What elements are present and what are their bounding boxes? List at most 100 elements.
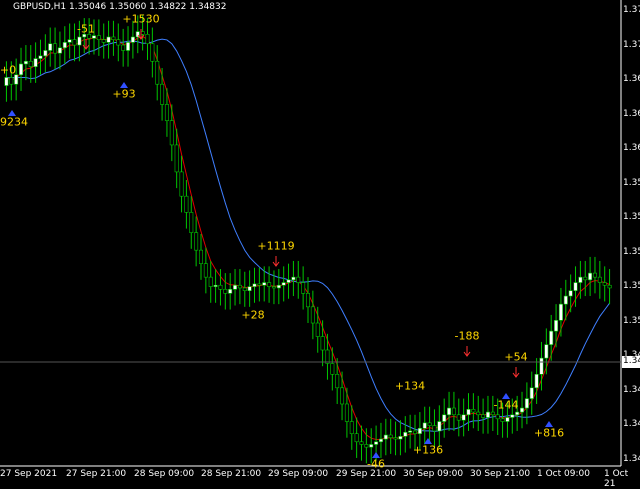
candle-body <box>422 422 427 429</box>
candle-body <box>223 288 228 294</box>
candle-body <box>485 411 490 418</box>
candle-body <box>442 414 447 422</box>
signal-label: -9234 <box>0 115 28 129</box>
candle-body <box>208 276 213 287</box>
candle-body <box>276 284 281 289</box>
candles-layer <box>4 15 612 464</box>
buy-arrow-icon <box>372 452 380 458</box>
candle-body <box>150 43 155 62</box>
candle-body <box>281 282 286 286</box>
candle-body <box>408 430 413 433</box>
blue-moving-average-line <box>6 38 610 432</box>
candle-body <box>96 35 101 40</box>
candle-body <box>28 60 33 67</box>
candle-body <box>160 83 165 105</box>
candle-body <box>126 42 131 51</box>
candle-body <box>495 414 500 420</box>
sell-arrow-icon <box>512 367 520 378</box>
candle-body <box>340 387 345 405</box>
candle-body <box>213 284 218 287</box>
candle-body <box>237 284 242 289</box>
red-moving-average-line <box>6 36 610 440</box>
candle-body <box>116 39 121 46</box>
candle-body <box>524 398 529 409</box>
candle-body <box>262 282 267 286</box>
buy-arrow-icon <box>120 82 128 88</box>
candle-body <box>602 282 607 286</box>
time-axis-label: 29 Sep 21:00 <box>336 469 397 479</box>
signal-label: +93 <box>112 87 136 101</box>
candle-body <box>218 284 223 290</box>
price-axis-label: 1.34 <box>623 453 640 464</box>
candle-body <box>349 421 354 434</box>
candle-body <box>330 363 335 375</box>
candle-body <box>466 409 471 416</box>
candle-body <box>67 39 72 43</box>
price-axis-label: 1.35 <box>623 212 640 222</box>
candle-body <box>198 249 203 264</box>
candle-body <box>374 441 379 445</box>
candle-body <box>145 33 150 45</box>
current-price-value: 1.34 <box>623 356 640 366</box>
candle-body <box>184 195 189 213</box>
candle-body <box>82 33 87 38</box>
price-axis-label: 1.35 <box>623 177 640 188</box>
candle-body <box>19 63 24 76</box>
candle-body <box>398 436 403 440</box>
candle-body <box>549 330 554 345</box>
candle-body <box>413 430 418 434</box>
time-axis-label: 30 Sep 09:00 <box>403 469 464 479</box>
sell-arrow-icon <box>272 256 280 267</box>
candle-body <box>607 284 612 289</box>
candle-body <box>505 417 510 422</box>
candle-body <box>354 433 359 443</box>
candle-body <box>427 422 432 426</box>
candle-body <box>393 437 398 440</box>
candle-body <box>189 212 194 233</box>
candle-body <box>515 411 520 416</box>
candle-body <box>583 276 588 281</box>
candle-body <box>164 104 169 121</box>
candle-body <box>461 414 466 421</box>
candle-body <box>33 58 38 67</box>
price-axis-label: 1.35 <box>623 281 640 291</box>
candle-body <box>359 441 364 445</box>
candle-body <box>169 120 174 146</box>
price-axis-label: 1.36 <box>623 74 640 84</box>
signal-label: +1530 <box>122 12 160 26</box>
price-axis-label: 1.37 <box>623 5 640 15</box>
candle-body <box>305 293 311 308</box>
time-axis-label: 1 Oct 09:00 <box>537 469 590 479</box>
candle-body <box>369 444 374 448</box>
candle-body <box>520 407 525 413</box>
candle-body <box>233 284 238 290</box>
candle-body <box>456 414 461 421</box>
moving-average-layer <box>6 36 610 440</box>
candle-body <box>529 387 534 399</box>
candle-body <box>291 276 296 281</box>
signal-label: +0 <box>0 63 17 77</box>
signal-label: +54 <box>504 350 528 364</box>
candle-body <box>451 407 456 416</box>
candle-body <box>267 282 272 287</box>
signal-label: +28 <box>241 308 265 322</box>
candle-body <box>432 425 437 432</box>
candle-body <box>135 31 140 38</box>
price-axis-label: 1.35 <box>623 246 640 257</box>
time-axis-label: 27 Sep 2021 <box>0 469 58 479</box>
time-axis-label: 30 Sep 21:00 <box>470 469 531 479</box>
time-axis-label: 28 Sep 09:00 <box>134 469 195 479</box>
candle-body <box>57 47 62 54</box>
candle-body <box>179 171 184 197</box>
candle-body <box>563 295 568 305</box>
buy-arrow-icon <box>502 393 510 399</box>
buy-arrow-icon <box>424 438 432 444</box>
buy-arrow-icon <box>8 110 16 116</box>
candle-body <box>101 39 106 43</box>
signal-label: +816 <box>533 426 565 440</box>
price-axis-label: 1.36 <box>623 143 640 153</box>
candle-body <box>558 303 563 321</box>
candle-body <box>383 434 388 440</box>
